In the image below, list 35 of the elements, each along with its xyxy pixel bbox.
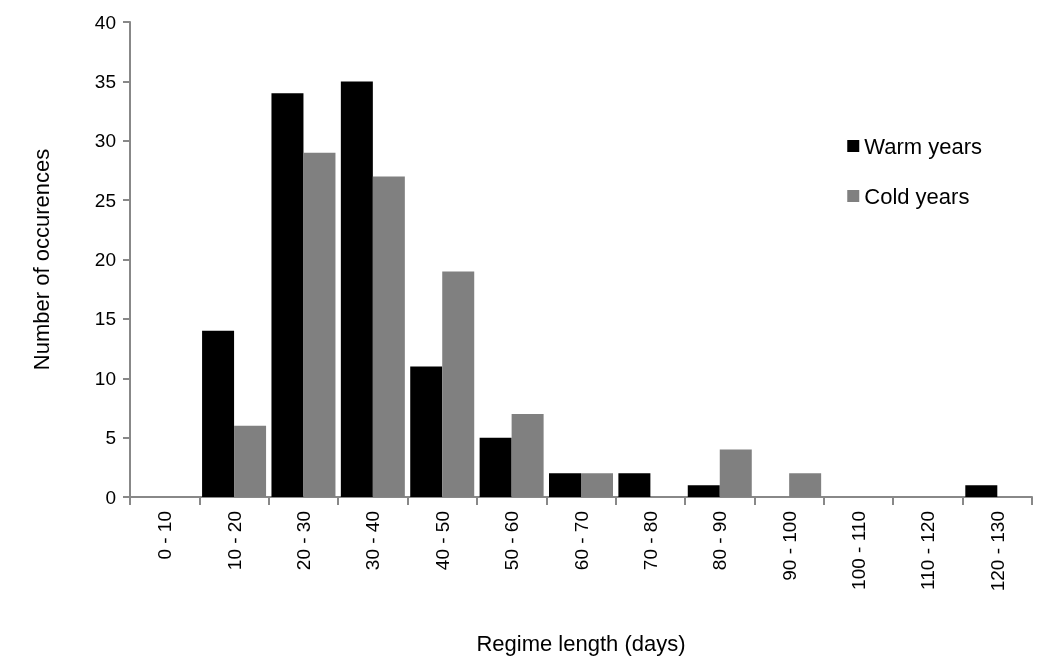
x-tick-label: 90 - 100 (778, 511, 800, 581)
x-tick-label: 40 - 50 (431, 511, 453, 571)
x-tick-label: 30 - 40 (362, 511, 384, 571)
bar (202, 330, 235, 497)
y-tick-label: 40 (94, 11, 116, 33)
x-tick-label: 50 - 60 (501, 511, 523, 571)
x-tick-label: 10 - 20 (223, 511, 245, 571)
bar (340, 81, 373, 497)
y-tick-label: 15 (94, 308, 116, 330)
x-tick-label: 80 - 90 (709, 511, 731, 571)
y-tick-label: 25 (94, 189, 116, 211)
y-tick-label: 10 (94, 367, 116, 389)
y-tick-label: 35 (94, 70, 116, 92)
bar (618, 473, 651, 497)
x-tick-label: 70 - 80 (639, 511, 661, 571)
y-tick-label: 0 (105, 486, 116, 508)
x-tick-label: 110 - 120 (917, 511, 939, 590)
y-tick-label: 20 (94, 249, 116, 270)
x-tick-label: 60 - 70 (570, 511, 592, 571)
legend-label: Warm years (864, 133, 982, 159)
bar (271, 93, 304, 497)
bar (410, 366, 443, 497)
x-axis-title: Regime length (days) (476, 630, 686, 656)
y-tick-label: 30 (94, 130, 116, 152)
legend-label: Cold years (864, 183, 970, 209)
x-tick-label: 0 - 10 (154, 511, 176, 560)
bar (479, 437, 512, 497)
x-tick-label: 120 - 130 (986, 511, 1008, 592)
y-axis-title: Number of occurences (28, 148, 54, 371)
y-tick-label: 5 (105, 427, 116, 449)
bar (549, 473, 581, 497)
x-tick-label: 20 - 30 (292, 511, 314, 571)
x-tick-label: 100 - 110 (848, 511, 870, 590)
bar (965, 485, 998, 497)
bar (687, 485, 720, 497)
